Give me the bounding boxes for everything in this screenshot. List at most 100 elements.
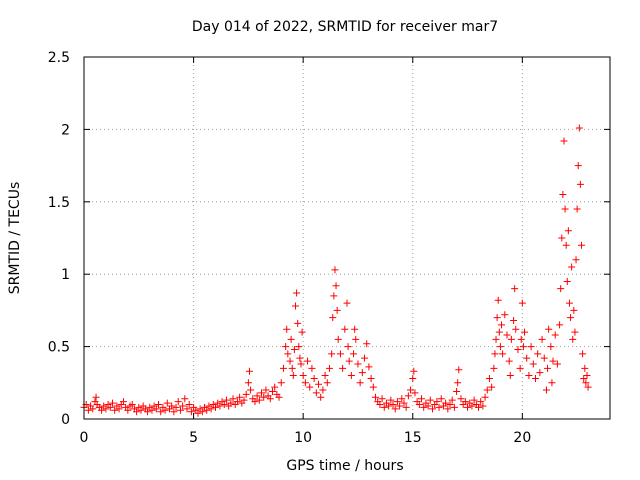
data-point bbox=[297, 360, 305, 368]
data-point bbox=[385, 402, 393, 410]
data-point bbox=[268, 387, 276, 395]
data-point bbox=[493, 314, 501, 322]
data-point bbox=[185, 401, 193, 409]
data-point bbox=[321, 372, 329, 380]
data-point bbox=[558, 234, 566, 242]
data-point bbox=[332, 282, 340, 290]
y-tick-label: 1 bbox=[61, 267, 70, 283]
data-point bbox=[398, 395, 406, 403]
data-point bbox=[527, 343, 535, 351]
data-point bbox=[279, 364, 287, 372]
data-point bbox=[284, 350, 292, 358]
data-point bbox=[266, 395, 274, 403]
chart-title: Day 014 of 2022, SRMTID for receiver mar… bbox=[192, 19, 498, 35]
data-point bbox=[157, 408, 165, 416]
data-point bbox=[102, 405, 110, 413]
data-point bbox=[499, 350, 507, 358]
data-point bbox=[442, 399, 450, 407]
data-point bbox=[457, 395, 465, 403]
data-point bbox=[317, 393, 325, 401]
data-point bbox=[519, 343, 527, 351]
data-point bbox=[402, 403, 410, 411]
data-point bbox=[518, 299, 526, 307]
data-point bbox=[179, 402, 187, 410]
data-point bbox=[229, 395, 237, 403]
data-point bbox=[516, 364, 524, 372]
data-point bbox=[448, 396, 456, 404]
data-point bbox=[106, 403, 114, 411]
data-point bbox=[571, 328, 579, 336]
y-tick-label: 0.5 bbox=[48, 340, 70, 356]
data-point bbox=[553, 360, 561, 368]
data-point bbox=[282, 343, 290, 351]
data-point bbox=[507, 335, 515, 343]
x-tick-label: 20 bbox=[513, 430, 531, 446]
data-point bbox=[331, 266, 339, 274]
x-axis-label: GPS time / hours bbox=[286, 458, 403, 474]
data-point bbox=[479, 402, 487, 410]
data-point bbox=[119, 398, 127, 406]
data-point bbox=[329, 314, 337, 322]
data-point bbox=[570, 306, 578, 314]
data-point bbox=[387, 396, 395, 404]
x-tick-label: 10 bbox=[294, 430, 312, 446]
data-point bbox=[336, 350, 344, 358]
data-point bbox=[233, 398, 241, 406]
data-point bbox=[236, 393, 244, 401]
data-point bbox=[573, 205, 581, 213]
data-point bbox=[415, 401, 423, 409]
data-point bbox=[255, 396, 263, 404]
data-point bbox=[584, 383, 592, 391]
data-point bbox=[341, 325, 349, 333]
data-point bbox=[253, 392, 261, 400]
data-point bbox=[468, 402, 476, 410]
data-point bbox=[343, 299, 351, 307]
data-point bbox=[344, 343, 352, 351]
data-point bbox=[562, 241, 570, 249]
data-point bbox=[124, 406, 132, 414]
data-point bbox=[295, 343, 303, 351]
data-point bbox=[198, 408, 206, 416]
data-point bbox=[483, 386, 491, 394]
data-point bbox=[410, 367, 418, 375]
data-point bbox=[258, 389, 266, 397]
data-point bbox=[563, 277, 571, 285]
data-point bbox=[426, 396, 434, 404]
data-point bbox=[561, 205, 569, 213]
data-point bbox=[351, 325, 359, 333]
data-point bbox=[400, 399, 408, 407]
data-point bbox=[288, 364, 296, 372]
data-point bbox=[492, 335, 500, 343]
data-point bbox=[547, 343, 555, 351]
data-point bbox=[420, 403, 428, 411]
data-point bbox=[461, 398, 469, 406]
data-point bbox=[304, 357, 312, 365]
data-point bbox=[506, 372, 514, 380]
data-point bbox=[111, 406, 119, 414]
data-point bbox=[521, 328, 529, 336]
data-point bbox=[84, 406, 92, 414]
data-point bbox=[148, 406, 156, 414]
data-point bbox=[583, 372, 591, 380]
data-point bbox=[393, 398, 401, 406]
data-point bbox=[455, 366, 463, 374]
data-point bbox=[511, 285, 519, 293]
data-point bbox=[187, 408, 195, 416]
data-point bbox=[490, 364, 498, 372]
data-point bbox=[512, 325, 520, 333]
data-point bbox=[363, 340, 371, 348]
data-point bbox=[453, 387, 461, 395]
data-point bbox=[260, 393, 268, 401]
data-point bbox=[496, 343, 504, 351]
data-point bbox=[271, 383, 279, 391]
x-tick-label: 15 bbox=[404, 430, 422, 446]
data-point bbox=[450, 403, 458, 411]
data-point bbox=[424, 402, 432, 410]
data-point bbox=[576, 180, 584, 188]
data-point bbox=[475, 403, 482, 411]
data-point bbox=[523, 354, 531, 362]
data-point bbox=[356, 379, 364, 387]
data-point bbox=[544, 364, 552, 372]
data-point bbox=[183, 405, 191, 413]
data-point bbox=[361, 354, 369, 362]
